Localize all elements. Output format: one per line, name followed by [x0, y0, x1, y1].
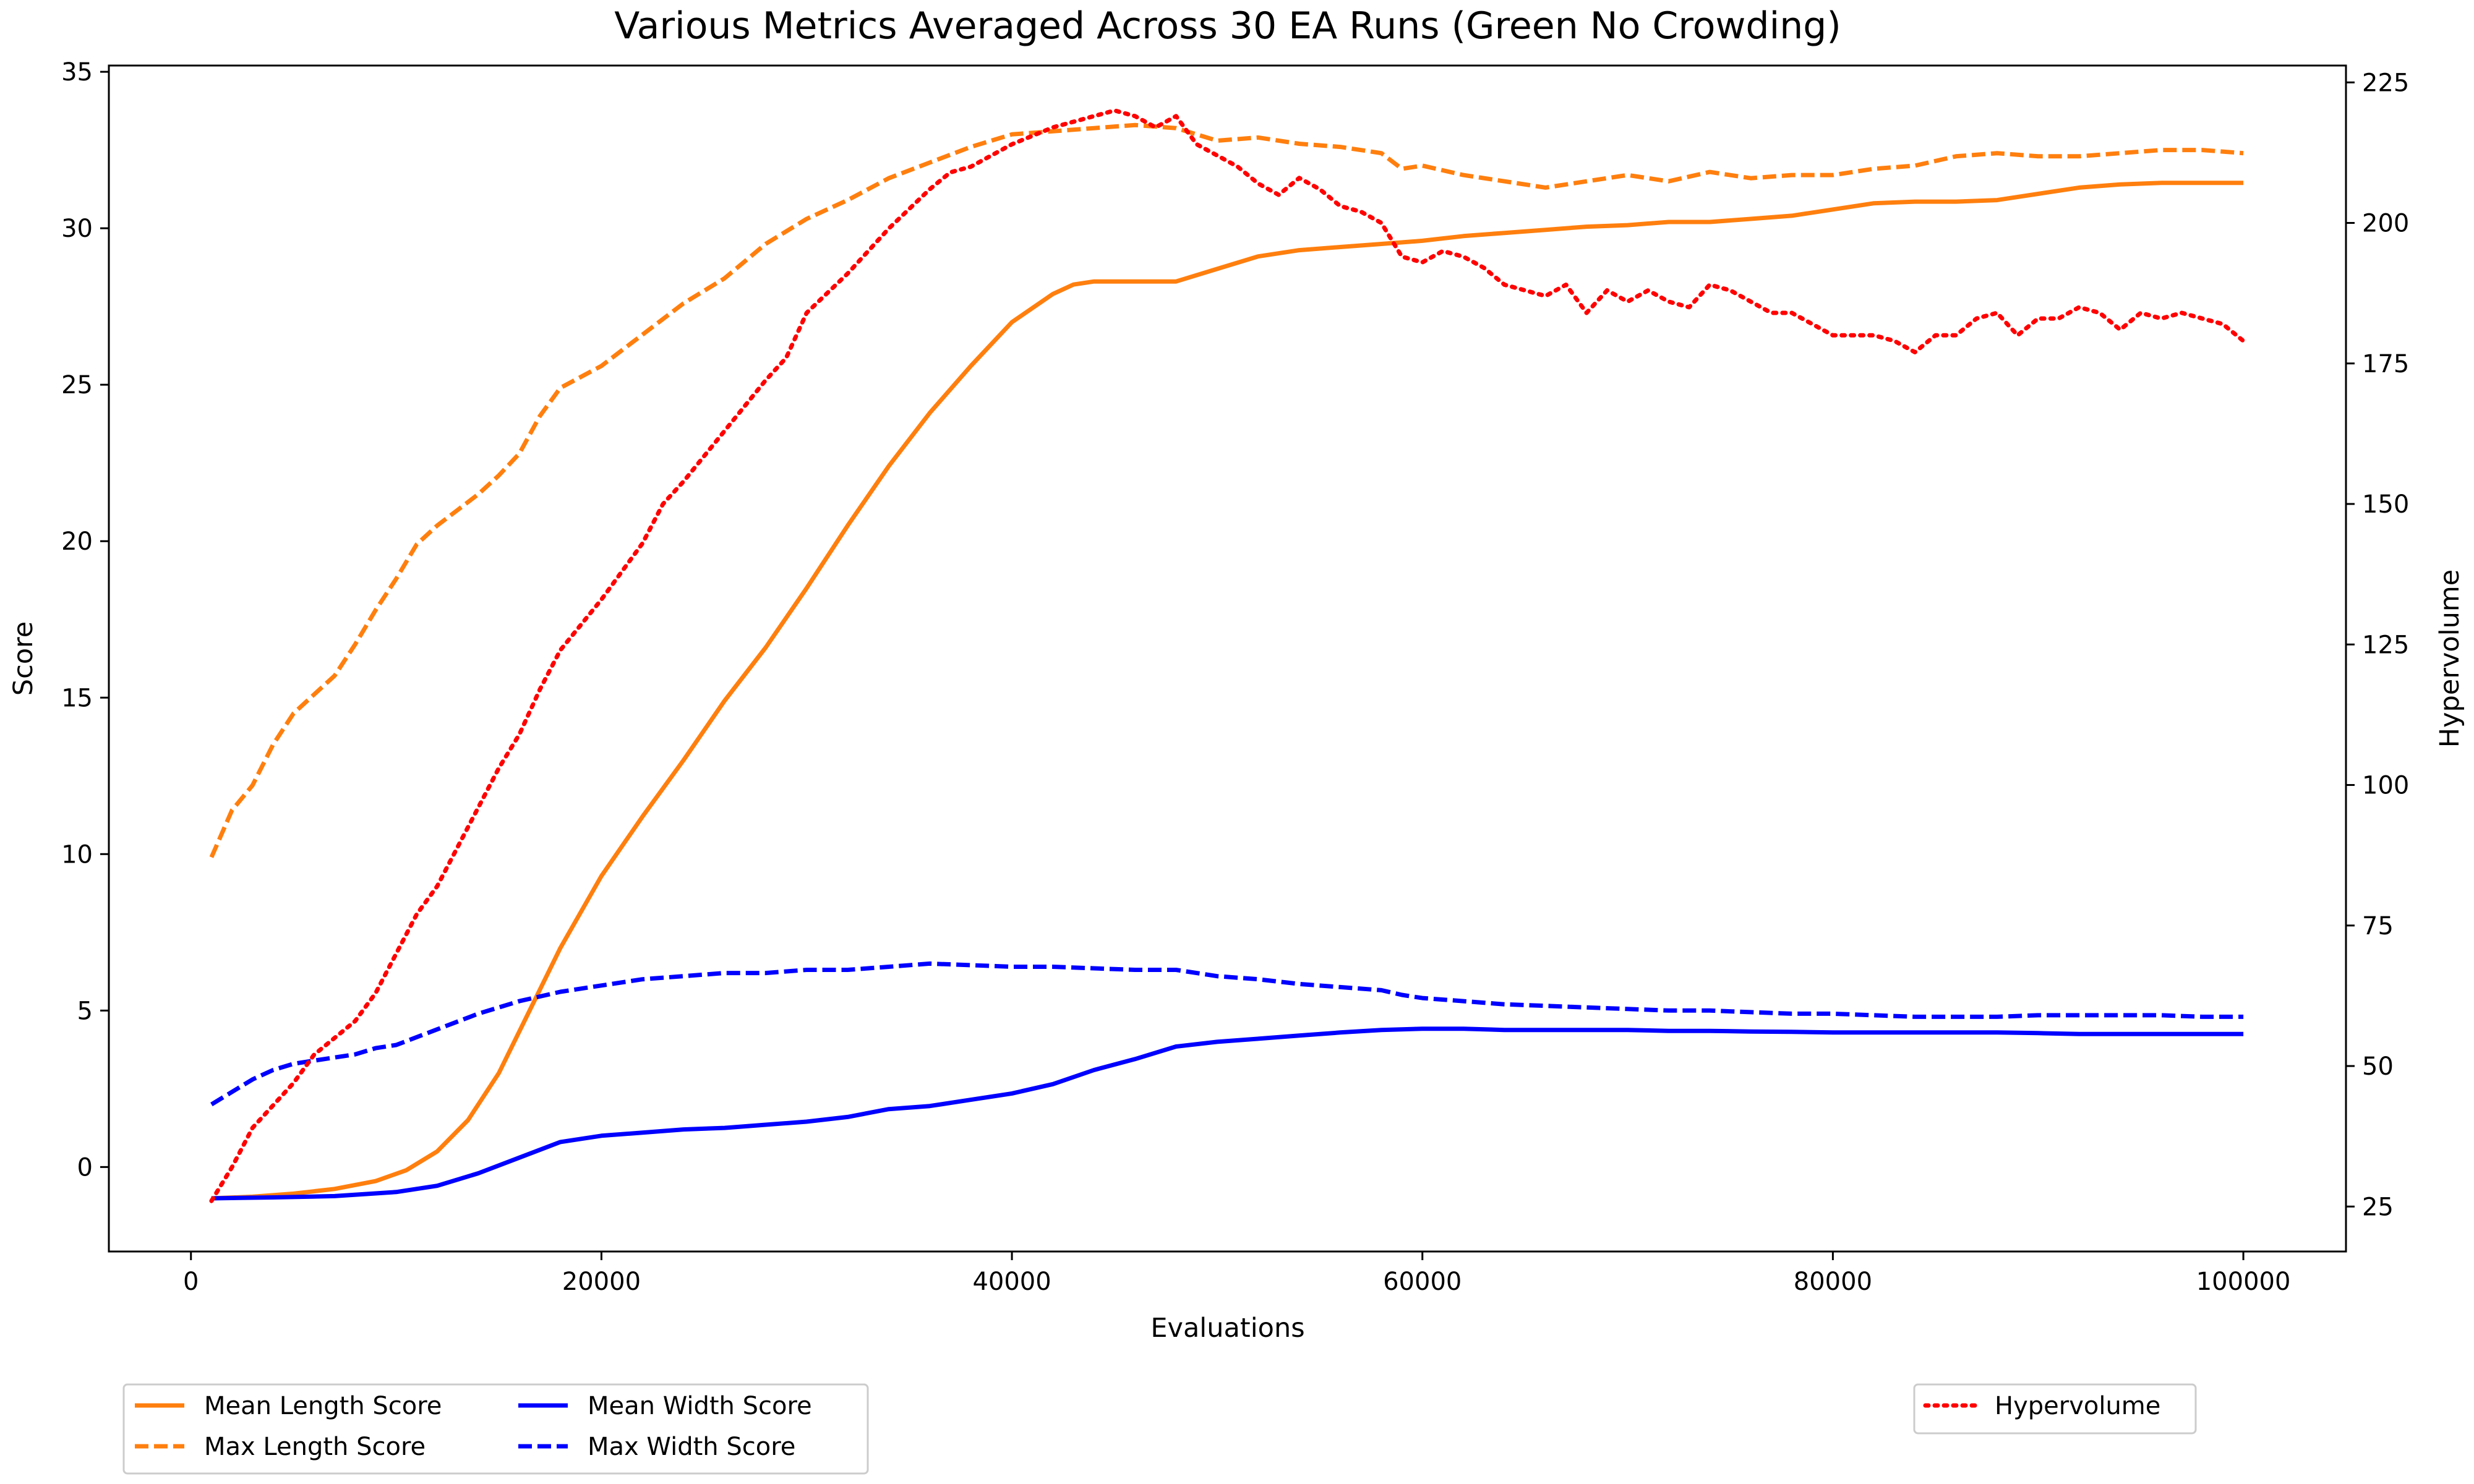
x-tick-label-2: 40000 — [972, 1268, 1051, 1296]
chart-title: Various Metrics Averaged Across 30 EA Ru… — [614, 4, 1841, 48]
legend-left: Mean Length Score Max Length Score Mean Wi… — [122, 1383, 869, 1475]
series-layer — [209, 108, 2246, 1203]
plot-frame — [108, 64, 2347, 1253]
series-line-1 — [209, 122, 2244, 858]
legend-right-box — [1913, 1383, 2197, 1435]
x-axis-label: Evaluations — [1150, 1313, 1304, 1344]
x-axis: 0 20000 40000 60000 80000 100000 — [183, 1252, 2290, 1296]
y-tick-label-5: 25 — [61, 371, 93, 399]
legend-left-entry-label-1: Max Length Score — [204, 1433, 426, 1461]
y2-tick-label-8: 225 — [2362, 69, 2409, 97]
y2-tick-label-4: 125 — [2362, 631, 2409, 659]
y-axis-label: Score — [8, 621, 39, 696]
legend-left-box — [122, 1383, 869, 1475]
y2-tick-label-7: 200 — [2362, 210, 2409, 238]
x-tick-label-0: 0 — [183, 1268, 199, 1296]
legend-left-entry-label-2: Mean Width Score — [588, 1392, 812, 1420]
y2-tick-label-1: 50 — [2362, 1052, 2394, 1081]
x-tick-label-5: 100000 — [2196, 1268, 2291, 1296]
y-tick-label-3: 15 — [61, 684, 93, 712]
y-tick-label-2: 10 — [61, 840, 93, 869]
legend-right-entry-label-0: Hypervolume — [1995, 1392, 2160, 1420]
series-line-3 — [210, 961, 2244, 1107]
series-line-0 — [211, 181, 2244, 1201]
y2-tick-label-2: 75 — [2362, 912, 2394, 940]
y-tick-label-1: 5 — [77, 997, 93, 1025]
legend-left-entry-label-3: Max Width Score — [588, 1433, 795, 1461]
x-tick-label-3: 60000 — [1383, 1268, 1462, 1296]
y2-axis-label: Hypervolume — [2434, 569, 2465, 748]
y2-tick-label-0: 25 — [2362, 1193, 2394, 1221]
series-line-4 — [209, 108, 2246, 1203]
y-tick-label-4: 20 — [61, 527, 93, 556]
y-tick-label-6: 30 — [61, 215, 93, 243]
x-tick-label-1: 20000 — [562, 1268, 641, 1296]
y-tick-label-0: 0 — [77, 1153, 93, 1182]
y-tick-label-7: 35 — [61, 58, 93, 87]
y2-tick-label-3: 100 — [2362, 772, 2409, 800]
y-axis-left: 0 5 10 15 20 25 30 35 — [61, 58, 109, 1182]
legend-left-entry-label-0: Mean Length Score — [204, 1392, 442, 1420]
x-tick-label-4: 80000 — [1794, 1268, 1872, 1296]
y2-tick-label-6: 175 — [2362, 350, 2409, 378]
series-line-2 — [211, 1026, 2244, 1201]
y2-tick-label-5: 150 — [2362, 490, 2409, 519]
y-axis-right: 25 50 75 100 125 150 175 200 225 — [2346, 69, 2409, 1221]
legend-right: Hypervolume — [1913, 1383, 2197, 1435]
